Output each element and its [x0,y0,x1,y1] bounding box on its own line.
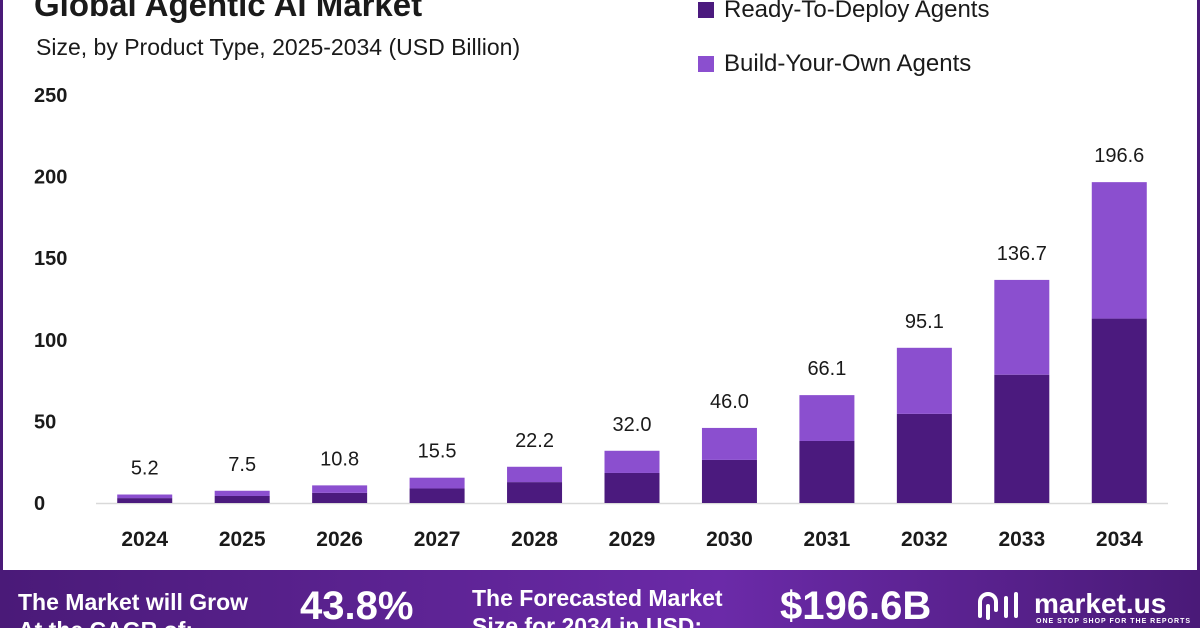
data-label: 66.1 [807,358,846,380]
x-tick-label: 2028 [511,528,558,551]
bar-segment-build-your-own [507,466,563,483]
brand-name: market.us [1034,588,1167,619]
x-tick-label: 2024 [121,528,168,551]
legend-swatch [698,56,714,72]
bar-segment-ready-to-deploy [994,374,1050,503]
y-tick-label: 0 [34,493,45,515]
forecast-text: The Forecasted Market Size for 2034 in U… [472,584,723,628]
data-label: 5.2 [131,458,159,480]
legend-label: Build-Your-Own Agents [724,50,972,77]
bar-segment-build-your-own [896,347,952,414]
x-tick-label: 2033 [998,528,1045,551]
forecast-value: $196.6B [780,584,932,628]
bar-segment-ready-to-deploy [896,413,952,503]
cagr-value: 43.8% [300,584,414,628]
growth-text-line: At the CAGR of: [18,616,248,628]
bar-segment-build-your-own [409,477,465,489]
bar-segment-build-your-own [604,450,660,473]
bar-segment-build-your-own [799,395,855,441]
chart-subtitle: Size, by Product Type, 2025-2034 (USD Bi… [36,34,521,60]
data-label: 95.1 [905,311,944,333]
market-us-logo-icon [978,592,1018,620]
bar-segment-build-your-own [214,490,270,496]
y-tick-label: 250 [34,85,67,107]
bar-segment-ready-to-deploy [214,495,270,503]
bar-segment-ready-to-deploy [701,459,757,503]
x-tick-label: 2029 [609,528,656,551]
data-label: 32.0 [613,414,652,436]
legend-item-ready-to-deploy: Ready-To-Deploy Agents [698,0,989,28]
legend-item-build-your-own: Build-Your-Own Agents [698,46,989,82]
bar-segment-ready-to-deploy [799,440,855,503]
bar-segment-build-your-own [701,427,757,460]
bar-segment-ready-to-deploy [507,482,563,503]
legend-swatch [698,2,714,18]
bar-segment-build-your-own [994,279,1050,375]
x-tick-label: 2032 [901,528,948,551]
growth-text: The Market will Grow At the CAGR of: [18,588,248,628]
data-label: 15.5 [418,441,457,463]
data-label: 46.0 [710,391,749,413]
chart-title: Global Agentic AI Market [34,0,423,23]
bar-segment-build-your-own [1091,182,1147,319]
x-tick-label: 2025 [219,528,266,551]
forecast-text-line: The Forecasted Market [472,585,723,611]
bar-segment-ready-to-deploy [312,492,368,503]
bar-segment-ready-to-deploy [117,498,173,503]
growth-text-line: The Market will Grow [18,589,249,615]
brand-tagline: ONE STOP SHOP FOR THE REPORTS [1036,618,1192,625]
x-tick-label: 2030 [706,528,753,551]
bar-segment-ready-to-deploy [604,472,660,503]
forecast-text-line: Size for 2034 in USD: [472,613,703,628]
chart-legend: Ready-To-Deploy Agents Build-Your-Own Ag… [698,0,989,100]
data-label: 22.2 [515,430,554,452]
bar-chart: 0 50 100 150 200 250 5.2 2024 7.5 2025 10.8 2026 15.… [34,85,1168,551]
data-label: 10.8 [320,448,359,470]
data-label: 196.6 [1094,145,1144,167]
x-tick-label: 2034 [1096,528,1143,551]
bar-segment-build-your-own [312,485,368,493]
legend-label: Ready-To-Deploy Agents [724,0,990,23]
x-tick-label: 2027 [414,528,461,551]
y-tick-label: 50 [34,411,56,433]
y-tick-label: 100 [34,330,67,352]
bar-segment-build-your-own [117,494,173,499]
x-tick-label: 2031 [804,528,851,551]
data-label: 136.7 [997,243,1047,265]
bar-segment-ready-to-deploy [409,488,465,503]
y-tick-label: 150 [34,248,67,270]
data-label: 7.5 [228,454,256,476]
y-tick-label: 200 [34,167,67,189]
bar-segment-ready-to-deploy [1091,318,1147,503]
footer-banner: The Market will Grow At the CAGR of: 43.… [0,570,1200,628]
x-tick-label: 2026 [316,528,363,551]
